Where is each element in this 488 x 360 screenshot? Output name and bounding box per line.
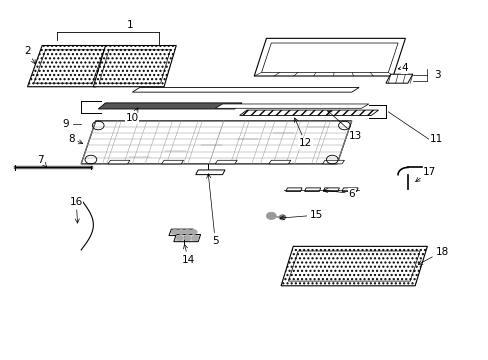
Circle shape: [190, 229, 197, 234]
Text: 3: 3: [433, 70, 440, 80]
Polygon shape: [81, 121, 351, 164]
Polygon shape: [173, 234, 200, 242]
Text: 12: 12: [294, 118, 311, 148]
Text: 1: 1: [126, 20, 133, 30]
Text: 17: 17: [415, 167, 435, 181]
Text: 15: 15: [280, 210, 323, 220]
Circle shape: [183, 229, 190, 234]
Polygon shape: [385, 74, 412, 83]
Circle shape: [177, 229, 184, 234]
Polygon shape: [108, 160, 130, 164]
Circle shape: [176, 235, 183, 240]
Polygon shape: [215, 160, 237, 164]
Text: 6: 6: [323, 189, 354, 199]
Polygon shape: [98, 103, 242, 109]
Text: 18: 18: [417, 247, 447, 264]
Polygon shape: [261, 43, 397, 72]
Polygon shape: [168, 229, 193, 235]
Polygon shape: [322, 160, 344, 164]
Text: 13: 13: [327, 111, 362, 141]
Polygon shape: [161, 160, 183, 164]
Circle shape: [171, 229, 178, 234]
Text: 2: 2: [24, 46, 35, 64]
Polygon shape: [268, 160, 290, 164]
Text: 4: 4: [400, 63, 407, 73]
Text: 5: 5: [206, 174, 218, 246]
Polygon shape: [304, 188, 320, 192]
Polygon shape: [285, 188, 302, 192]
Text: 10: 10: [125, 108, 139, 123]
Polygon shape: [239, 110, 378, 116]
Polygon shape: [93, 45, 176, 87]
Text: 11: 11: [429, 134, 442, 144]
Polygon shape: [281, 246, 427, 286]
Circle shape: [279, 215, 285, 220]
Circle shape: [191, 235, 198, 240]
Polygon shape: [215, 104, 368, 108]
Polygon shape: [254, 39, 405, 76]
Text: 16: 16: [69, 197, 83, 223]
Circle shape: [266, 212, 276, 220]
Polygon shape: [323, 188, 339, 192]
Circle shape: [183, 235, 190, 240]
Text: 9: 9: [62, 120, 69, 129]
Text: 8: 8: [68, 134, 82, 144]
Text: 7: 7: [37, 155, 46, 167]
Text: 14: 14: [182, 244, 195, 265]
Polygon shape: [195, 170, 224, 175]
Polygon shape: [132, 87, 358, 92]
Polygon shape: [27, 45, 110, 87]
Polygon shape: [341, 188, 357, 192]
